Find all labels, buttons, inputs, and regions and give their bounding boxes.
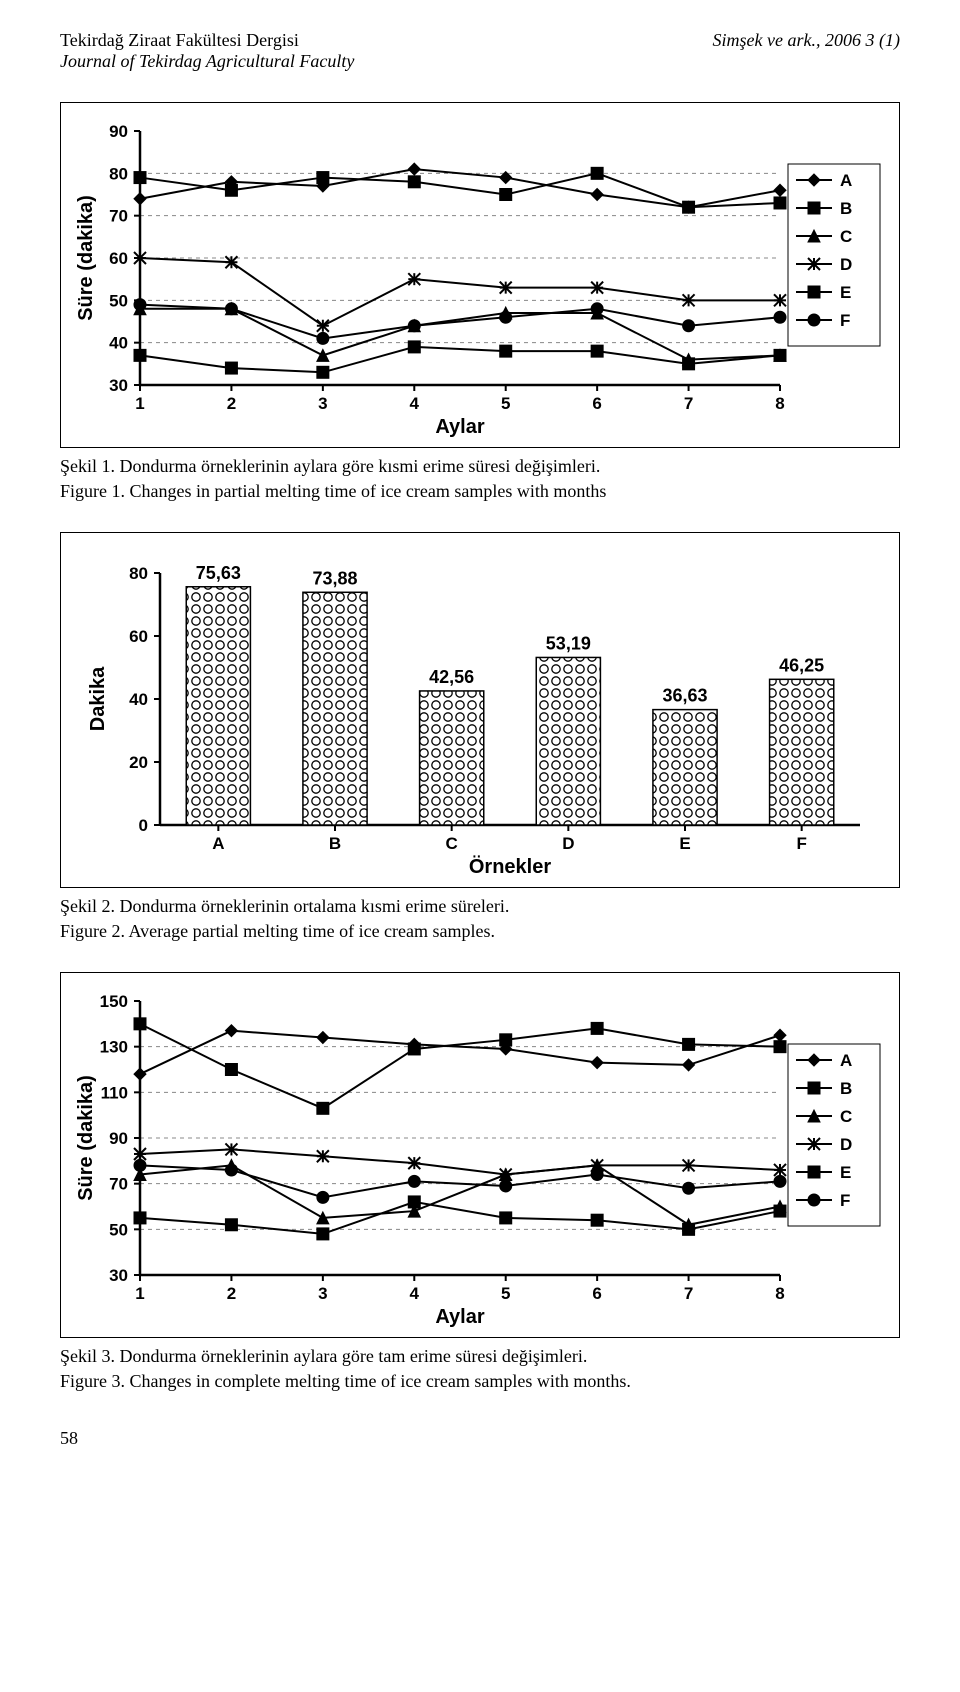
svg-text:1: 1 <box>135 394 144 413</box>
svg-text:3: 3 <box>318 1284 327 1303</box>
svg-text:70: 70 <box>109 207 128 226</box>
svg-text:80: 80 <box>129 564 148 583</box>
svg-text:75,63: 75,63 <box>196 563 241 583</box>
svg-text:8: 8 <box>775 1284 784 1303</box>
figure-1-box: 30 40 50 60 70 80 90 1 2 3 4 5 6 7 8 Süre (dakika) Aylar… <box>60 102 900 448</box>
citation: Simşek ve ark., 2006 3 (1) <box>713 30 900 72</box>
svg-text:60: 60 <box>129 627 148 646</box>
svg-text:F: F <box>796 834 806 853</box>
svg-text:42,56: 42,56 <box>429 667 474 687</box>
caption-2-en: Figure 2. Average partial melting time o… <box>60 921 900 942</box>
svg-text:E: E <box>840 283 851 302</box>
svg-text:50: 50 <box>109 291 128 310</box>
svg-text:Dakika: Dakika <box>87 666 109 731</box>
svg-text:E: E <box>679 834 690 853</box>
svg-text:E: E <box>840 1163 851 1182</box>
svg-text:B: B <box>329 834 341 853</box>
page-number: 58 <box>60 1428 900 1449</box>
svg-text:130: 130 <box>100 1038 128 1057</box>
svg-text:C: C <box>446 834 458 853</box>
svg-text:5: 5 <box>501 394 510 413</box>
figure-2-box: 0 20 40 60 80 A 75,63 B 73,88 C 42,56 D 53,19 E 36,63 F… <box>60 532 900 888</box>
svg-text:80: 80 <box>109 164 128 183</box>
caption-1-en: Figure 1. Changes in partial melting tim… <box>60 481 900 502</box>
svg-text:73,88: 73,88 <box>312 568 357 588</box>
svg-text:53,19: 53,19 <box>546 633 591 653</box>
svg-text:36,63: 36,63 <box>662 686 707 706</box>
svg-text:0: 0 <box>139 816 148 835</box>
caption-2-tr: Şekil 2. Dondurma örneklerinin ortalama … <box>60 896 900 917</box>
svg-text:D: D <box>840 1135 852 1154</box>
page-header: Tekirdağ Ziraat Fakültesi Dergisi Journa… <box>60 30 900 72</box>
svg-text:30: 30 <box>109 1266 128 1285</box>
svg-text:D: D <box>840 255 852 274</box>
caption-3-en: Figure 3. Changes in complete melting ti… <box>60 1371 900 1392</box>
svg-text:5: 5 <box>501 1284 510 1303</box>
chart-1: 30 40 50 60 70 80 90 1 2 3 4 5 6 7 8 Süre (dakika) Aylar… <box>70 113 890 443</box>
journal-title-en: Journal of Tekirdag Agricultural Faculty <box>60 51 354 72</box>
svg-text:2: 2 <box>227 1284 236 1303</box>
svg-text:60: 60 <box>109 249 128 268</box>
svg-text:Süre (dakika): Süre (dakika) <box>75 195 97 321</box>
svg-text:A: A <box>212 834 224 853</box>
caption-3-tr: Şekil 3. Dondurma örneklerinin aylara gö… <box>60 1346 900 1367</box>
svg-text:D: D <box>562 834 574 853</box>
svg-text:2: 2 <box>227 394 236 413</box>
svg-text:46,25: 46,25 <box>779 655 824 675</box>
svg-text:4: 4 <box>410 1284 420 1303</box>
svg-text:40: 40 <box>129 690 148 709</box>
chart-3: 30 50 70 90 110 130 150 1 2 3 4 5 6 7 8 Süre (dakika) Ay… <box>70 983 890 1333</box>
svg-text:Süre (dakika): Süre (dakika) <box>75 1075 97 1201</box>
svg-text:3: 3 <box>318 394 327 413</box>
svg-text:B: B <box>840 1079 852 1098</box>
svg-text:7: 7 <box>684 1284 693 1303</box>
svg-text:6: 6 <box>592 1284 601 1303</box>
svg-text:8: 8 <box>775 394 784 413</box>
svg-text:F: F <box>840 1191 850 1210</box>
svg-text:Aylar: Aylar <box>435 1306 485 1328</box>
svg-text:150: 150 <box>100 992 128 1011</box>
caption-1-tr: Şekil 1. Dondurma örneklerinin aylara gö… <box>60 456 900 477</box>
svg-text:C: C <box>840 1107 852 1126</box>
svg-text:30: 30 <box>109 376 128 395</box>
svg-text:50: 50 <box>109 1220 128 1239</box>
svg-text:Aylar: Aylar <box>435 416 485 438</box>
svg-text:20: 20 <box>129 753 148 772</box>
svg-text:70: 70 <box>109 1175 128 1194</box>
svg-text:Örnekler: Örnekler <box>469 855 551 878</box>
svg-text:7: 7 <box>684 394 693 413</box>
svg-text:1: 1 <box>135 1284 144 1303</box>
svg-text:F: F <box>840 311 850 330</box>
svg-text:C: C <box>840 227 852 246</box>
chart-2: 0 20 40 60 80 A 75,63 B 73,88 C 42,56 D 53,19 E 36,63 F… <box>70 543 890 883</box>
svg-text:4: 4 <box>410 394 420 413</box>
svg-text:90: 90 <box>109 1129 128 1148</box>
journal-title-tr: Tekirdağ Ziraat Fakültesi Dergisi <box>60 30 354 51</box>
svg-text:110: 110 <box>101 1083 128 1102</box>
svg-text:6: 6 <box>592 394 601 413</box>
svg-text:A: A <box>840 171 852 190</box>
svg-text:90: 90 <box>109 122 128 141</box>
svg-text:A: A <box>840 1051 852 1070</box>
figure-3-box: 30 50 70 90 110 130 150 1 2 3 4 5 6 7 8 Süre (dakika) Ay… <box>60 972 900 1338</box>
svg-text:B: B <box>840 199 852 218</box>
svg-text:40: 40 <box>109 334 128 353</box>
